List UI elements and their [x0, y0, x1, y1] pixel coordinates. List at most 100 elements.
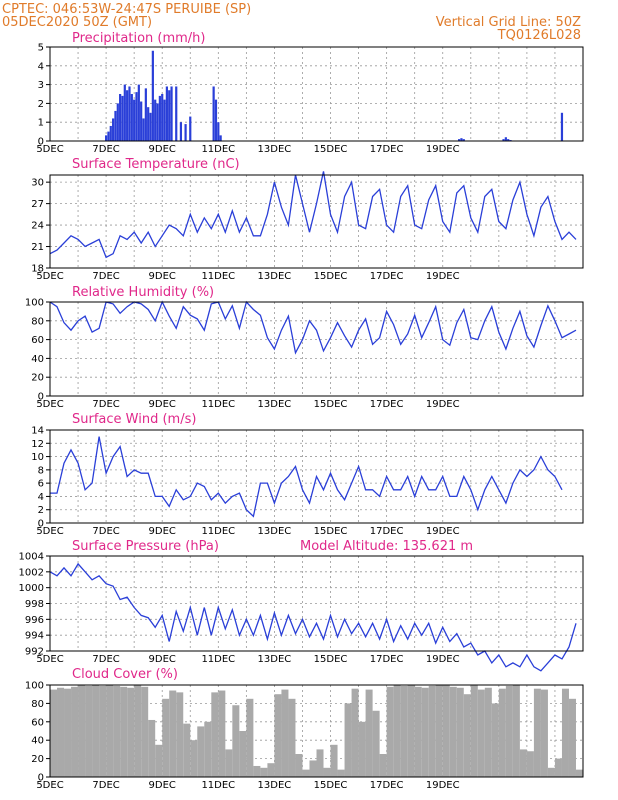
cloud-bar [344, 703, 352, 777]
cloud-bar [176, 692, 184, 777]
xtick-label: 7DEC [92, 271, 119, 282]
cloud-bar [253, 765, 261, 777]
cloud-bar [498, 688, 506, 777]
xtick-label: 7DEC [92, 526, 119, 537]
precipitation-bar [560, 112, 564, 141]
cloud-bar [211, 692, 219, 777]
ytick-label: 21 [31, 242, 44, 253]
xtick-label: 9DEC [149, 144, 176, 155]
panel-title: Precipitation (mm/h) [72, 31, 205, 46]
precipitation-bar [462, 139, 465, 141]
cloud-bar [547, 767, 555, 777]
xtick-label: 15DEC [314, 526, 348, 537]
cloud-bar [442, 685, 450, 777]
precipitation-bar [112, 118, 115, 141]
ytick-label: 14 [31, 426, 44, 437]
xtick-label: 11DEC [201, 654, 235, 665]
panel-precipitation: 0 1 2 3 4 5 5DEC 7DEC 9DEC 11DEC 13DEC 15DEC 17DEC 19… [36, 31, 584, 155]
cloud-bar [127, 687, 135, 777]
cloud-bar [379, 754, 387, 777]
cloud-bar [414, 686, 422, 777]
cloud-bar [274, 694, 282, 777]
xtick-label: 19DEC [426, 399, 460, 410]
ytick-label: 3 [38, 80, 44, 91]
precipitation-bar [119, 94, 122, 141]
cloud-bar [393, 685, 401, 777]
xtick-label: 5DEC [36, 271, 63, 282]
ytick-label: 1002 [19, 567, 44, 578]
precipitation-bar [158, 95, 161, 141]
xtick-label: 11DEC [201, 399, 235, 410]
precipitation-bar [154, 99, 157, 141]
precipitation-bar [163, 99, 166, 141]
xtick-label: 7DEC [92, 144, 119, 155]
precipitation-bar [140, 101, 143, 141]
precipitation-bar [114, 110, 117, 141]
xtick-label: 17DEC [370, 271, 404, 282]
ytick-label: 0 [38, 392, 44, 403]
xtick-label: 11DEC [201, 780, 235, 791]
precipitation-bar [504, 137, 507, 141]
precipitation-bar [116, 103, 119, 141]
xtick-label: 17DEC [370, 144, 404, 155]
xtick-label: 11DEC [201, 144, 235, 155]
xtick-label: 15DEC [314, 780, 348, 791]
precipitation-bar [144, 88, 147, 141]
precipitation-bar [135, 92, 138, 141]
xtick-label: 15DEC [314, 654, 348, 665]
precipitation-bar [165, 86, 168, 141]
xtick-label: 13DEC [258, 144, 292, 155]
xtick-label: 13DEC [258, 654, 292, 665]
precipitation-bar [151, 50, 154, 142]
ytick-label: 0 [38, 519, 44, 530]
panel-wind: 0 2 4 6 8 10 12 14 5DEC 7DEC 9DEC 11DEC 13DEC 15DEC 17… [31, 412, 584, 537]
xtick-label: 19DEC [426, 654, 460, 665]
ytick-label: 12 [31, 439, 44, 450]
precipitation-bar [170, 86, 173, 141]
precipitation-bar [212, 86, 215, 141]
cloud-bar [351, 688, 359, 777]
cloud-bar [386, 686, 394, 777]
cloud-bar [358, 721, 366, 777]
cloud-bar [477, 689, 485, 777]
cloud-bar [337, 769, 345, 777]
ytick-label: 27 [31, 199, 44, 210]
precipitation-bar [460, 138, 463, 141]
cloud-bar [106, 685, 114, 777]
ytick-label: 8 [38, 465, 44, 476]
header-model: TQ0126L028 [497, 28, 581, 43]
ytick-label: 994 [25, 631, 44, 642]
xtick-label: 17DEC [370, 654, 404, 665]
precipitation-bar [121, 95, 124, 141]
ytick-label: 992 [25, 647, 44, 658]
ytick-label: 18 [31, 264, 44, 275]
cloud-bar [463, 694, 471, 777]
ytick-label: 0 [38, 137, 44, 148]
xtick-label: 17DEC [370, 526, 404, 537]
cloud-bar [120, 686, 128, 777]
ytick-label: 24 [31, 221, 44, 232]
precipitation-bar [214, 99, 218, 141]
cloud-bar [239, 731, 247, 777]
header-date: 05DEC2020 50Z (GMT) [2, 15, 152, 30]
precipitation-bar [107, 131, 110, 141]
ytick-label: 60 [31, 335, 44, 346]
ytick-label: 0 [38, 773, 44, 784]
cloud-bar [71, 686, 79, 777]
xtick-label: 13DEC [258, 399, 292, 410]
precipitation-bar [161, 94, 164, 141]
ytick-label: 5 [38, 43, 44, 54]
precipitation-bar [149, 112, 152, 141]
cloud-bar [148, 719, 156, 777]
xtick-label: 17DEC [370, 780, 404, 791]
cloud-bar [540, 689, 548, 777]
xtick-label: 11DEC [201, 526, 235, 537]
panel-temperature: 18 21 24 27 30 5DEC 7DEC 9DEC 11DEC 13DEC 15DEC 17D… [31, 157, 584, 282]
xtick-label: 15DEC [314, 399, 348, 410]
panel-title: Relative Humidity (%) [72, 285, 214, 300]
ytick-label: 1 [38, 118, 44, 129]
cloud-bar [407, 685, 415, 777]
cloud-bar [526, 751, 534, 777]
cloud-bar [575, 769, 583, 777]
